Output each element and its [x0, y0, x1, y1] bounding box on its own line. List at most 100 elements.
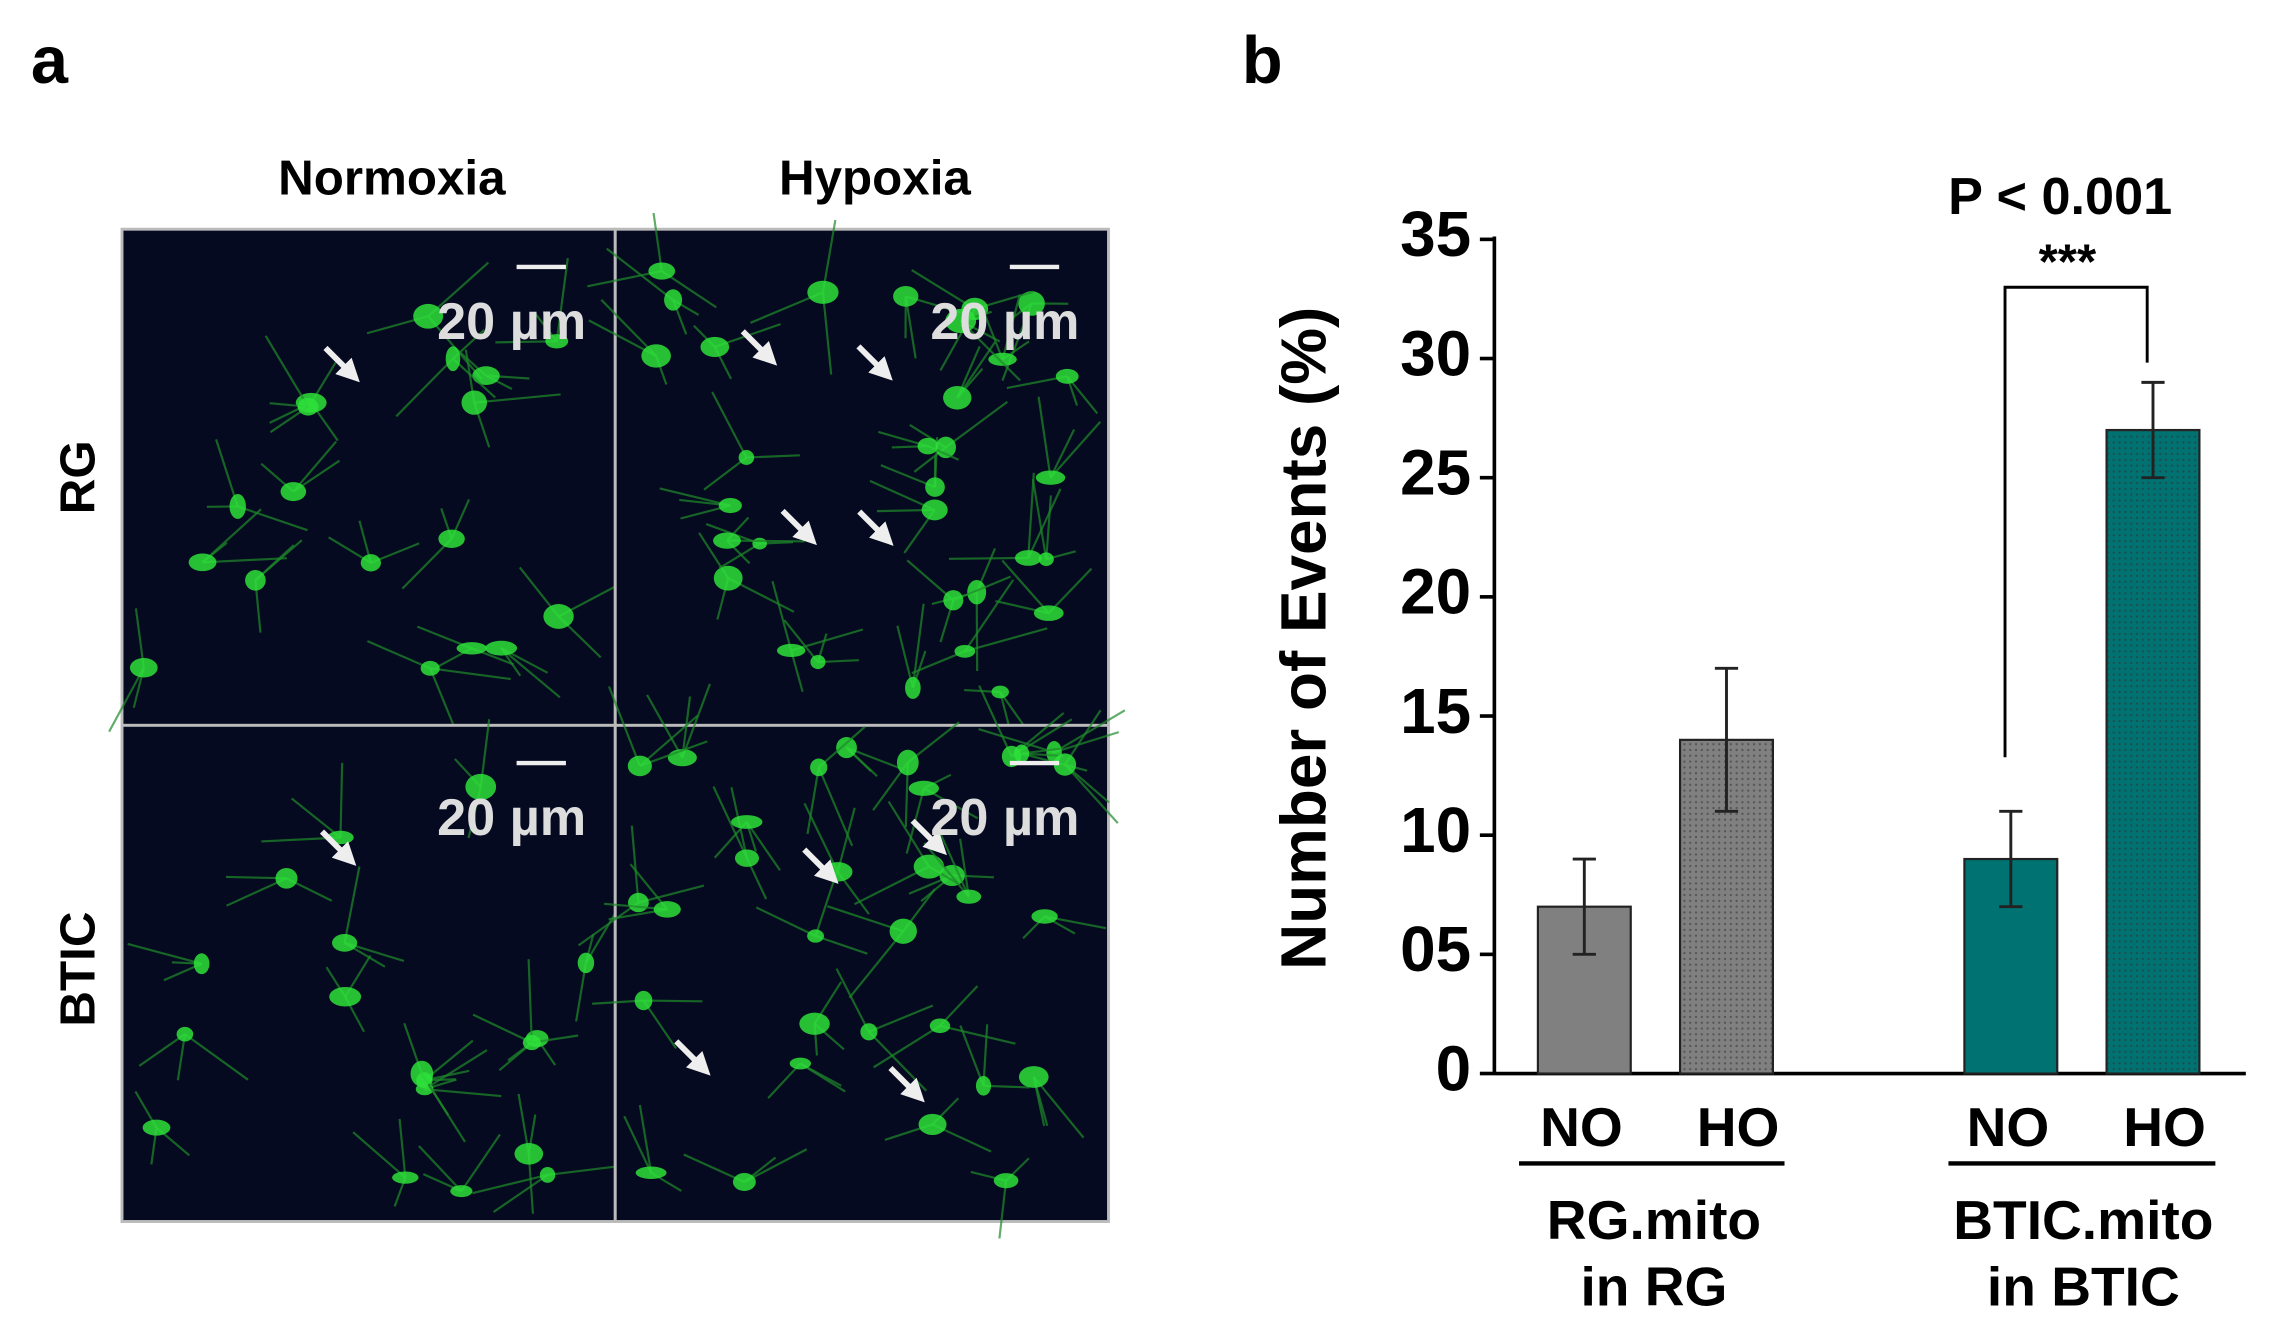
cell-process: [638, 1104, 653, 1173]
cell-process: [630, 825, 640, 903]
cell: [472, 366, 500, 385]
x-tick-label: HO: [1697, 1096, 1780, 1158]
cell-process: [138, 1033, 186, 1067]
cell-process: [1001, 294, 1021, 360]
cell-process: [339, 762, 344, 838]
cell: [943, 590, 964, 611]
cell-process: [226, 877, 287, 907]
cell-process: [264, 335, 310, 408]
cell-process: [815, 934, 868, 955]
cell-process: [868, 1004, 934, 1033]
cell-process: [555, 257, 569, 342]
cell: [297, 397, 319, 416]
cell-process: [606, 247, 674, 301]
cell: [543, 604, 574, 629]
cell-process: [202, 557, 287, 564]
cell: [485, 640, 518, 656]
cell: [836, 737, 857, 759]
cell-process: [939, 1024, 1016, 1045]
cell: [641, 344, 671, 368]
cell: [392, 1171, 419, 1184]
cell: [514, 1143, 544, 1165]
micrographs: 20 µm 20 µm 20 µm 20 µm: [108, 212, 1126, 1239]
cell-process: [790, 650, 804, 693]
cell-process: [911, 603, 925, 688]
cell: [627, 755, 652, 777]
group-label: in RG: [1580, 1256, 1727, 1318]
arrow: [674, 1039, 711, 1076]
cell-process: [292, 440, 337, 493]
cell-process: [952, 575, 1012, 602]
cell-process: [1053, 709, 1126, 754]
arrow: [857, 509, 894, 546]
cell-process: [703, 456, 748, 491]
scale-bar-label: 20 µm: [437, 789, 586, 847]
cell: [420, 660, 440, 676]
cell: [461, 390, 488, 415]
cell: [713, 565, 743, 591]
cell-process: [659, 487, 731, 507]
scale-bar-label: 20 µm: [930, 789, 1079, 847]
cell-process: [1001, 559, 1050, 614]
cell: [438, 529, 465, 548]
cell: [445, 346, 461, 372]
scale-bar-label: 20 µm: [437, 293, 586, 351]
y-tick-label: 35: [1400, 198, 1471, 270]
cell: [129, 657, 158, 678]
group-label: BTIC.mito: [1953, 1189, 2213, 1251]
cell: [193, 953, 210, 975]
y-tick-label: 30: [1400, 317, 1471, 389]
cell: [918, 1113, 947, 1136]
cell-process: [184, 1033, 249, 1081]
cell: [635, 1166, 667, 1179]
cell-process: [472, 1173, 548, 1195]
column-label: Hypoxia: [779, 150, 971, 205]
cell: [905, 676, 921, 699]
cell-process: [1049, 421, 1102, 479]
cell: [628, 892, 649, 913]
scale-bar-label: 20 µm: [930, 293, 1079, 351]
column-label: Normoxia: [278, 150, 506, 205]
cell-process: [959, 1025, 985, 1087]
cell: [1033, 605, 1064, 621]
cell-process: [237, 505, 308, 532]
cell: [889, 918, 917, 944]
cell: [925, 477, 945, 497]
cell: [913, 854, 945, 879]
cell-process: [652, 212, 663, 272]
cell-process: [718, 542, 761, 570]
arrow: [319, 829, 357, 866]
cell-process: [821, 292, 833, 375]
cell: [1038, 552, 1054, 566]
cell-process: [1037, 396, 1052, 478]
cell-process: [638, 884, 705, 904]
cell-process: [959, 838, 970, 897]
cell: [245, 570, 266, 591]
cell-process: [424, 1088, 502, 1098]
cell-process: [743, 1148, 808, 1183]
cell: [917, 437, 939, 455]
cell-process: [366, 640, 431, 670]
cell: [667, 749, 697, 767]
cell-process: [108, 667, 145, 733]
cell-process: [343, 866, 361, 944]
cell-process: [352, 1131, 407, 1179]
cell-process: [1027, 472, 1035, 559]
cell-process: [978, 685, 1013, 757]
cell-process: [424, 1049, 488, 1091]
cell-process: [836, 807, 856, 873]
cell-process: [887, 800, 930, 868]
cell: [653, 901, 681, 918]
cell: [738, 450, 755, 466]
y-tick-label: 10: [1400, 794, 1471, 866]
cell: [332, 933, 358, 952]
y-tick-label: 15: [1400, 675, 1471, 747]
cell: [752, 537, 767, 550]
cell-process: [395, 357, 454, 418]
cell-process: [600, 298, 657, 357]
cell-process: [975, 592, 979, 671]
cell-process: [1064, 763, 1119, 824]
cell-process: [848, 930, 905, 999]
cell: [275, 868, 298, 889]
cell: [929, 1018, 951, 1034]
